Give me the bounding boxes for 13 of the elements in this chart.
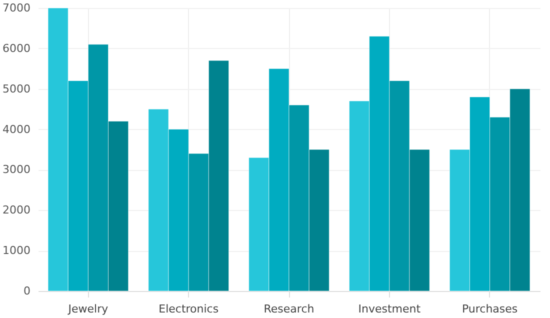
y-tick-label: 6000 — [2, 42, 30, 55]
y-tick-label: 2000 — [2, 204, 30, 217]
y-tick-label: 4000 — [2, 122, 30, 136]
y-tick-label: 1000 — [2, 244, 30, 258]
x-tick-label: Research — [264, 302, 314, 316]
x-tick-label: Investment — [358, 302, 422, 316]
x-tick-label: Purchases — [462, 302, 518, 316]
y-tick-label: 3000 — [2, 163, 30, 176]
y-tick-label: 7000 — [2, 2, 30, 14]
y-tick-label: 0 — [24, 284, 30, 298]
x-tick-label: Jewelry — [67, 302, 109, 316]
x-tick-label: Electronics — [158, 302, 219, 316]
y-tick-label: 5000 — [2, 82, 30, 96]
